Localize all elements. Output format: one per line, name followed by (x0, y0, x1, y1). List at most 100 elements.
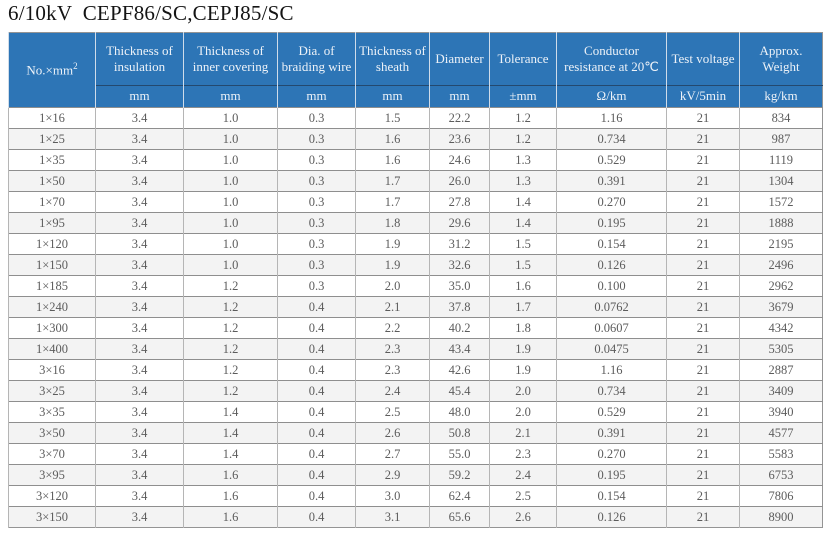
table-cell: 0.4 (277, 359, 356, 381)
table-row: 1×70 3.4 1.0 0.3 1.7 27.8 1.4 0.270 21 1572 (8, 191, 823, 213)
table-cell: 1×400 (8, 338, 96, 360)
table-cell: 2.4 (355, 380, 430, 402)
table-cell: 0.734 (556, 128, 667, 150)
table-cell: 21 (666, 212, 740, 234)
table-cell: 1.2 (183, 275, 278, 297)
table-row: 1×25 3.4 1.0 0.3 1.6 23.6 1.2 0.734 21 987 (8, 128, 823, 150)
header-cell-insulation: Thickness of insulation (95, 32, 184, 86)
table-cell: 21 (666, 296, 740, 318)
table-cell: 0.391 (556, 170, 667, 192)
table-cell: 1.4 (183, 422, 278, 444)
table-cell: 3.0 (355, 485, 430, 507)
table-cell: 3×70 (8, 443, 96, 465)
header-cell-test-voltage: Test voltage (666, 32, 740, 86)
table-cell: 1.9 (355, 233, 430, 255)
table-cell: 0.4 (277, 296, 356, 318)
table-cell: 21 (666, 485, 740, 507)
table-cell: 1×16 (8, 107, 96, 129)
table-cell: 0.270 (556, 191, 667, 213)
unit-cell-braiding-wire: mm (277, 85, 356, 108)
table-cell: 21 (666, 317, 740, 339)
table-cell: 21 (666, 443, 740, 465)
table-row: 1×95 3.4 1.0 0.3 1.8 29.6 1.4 0.195 21 1888 (8, 212, 823, 234)
table-cell: 2887 (739, 359, 823, 381)
table-cell: 1.0 (183, 233, 278, 255)
table-cell: 2.1 (489, 422, 557, 444)
table-cell: 3.4 (95, 149, 184, 171)
table-cell: 29.6 (429, 212, 490, 234)
table-header: No.×mm2 Thickness of insulation Thicknes… (8, 32, 823, 108)
header-cell-tolerance: Tolerance (489, 32, 557, 86)
header-cell-inner-covering: Thickness of inner covering (183, 32, 278, 86)
table-row: 1×120 3.4 1.0 0.3 1.9 31.2 1.5 0.154 21 2195 (8, 233, 823, 255)
table-cell: 1.6 (183, 506, 278, 528)
table-cell: 2.7 (355, 443, 430, 465)
table-cell: 1.9 (489, 359, 557, 381)
table-cell: 21 (666, 401, 740, 423)
table-cell: 1.5 (355, 107, 430, 129)
page-title: 6/10kV CEPF86/SC,CEPJ85/SC (8, 1, 294, 25)
table-cell: 0.4 (277, 464, 356, 486)
header-size-sup: 2 (73, 61, 78, 72)
table-cell: 834 (739, 107, 823, 129)
table-cell: 21 (666, 380, 740, 402)
table-cell: 21 (666, 191, 740, 213)
table-cell: 2.4 (489, 464, 557, 486)
table-cell: 2.0 (489, 380, 557, 402)
table-cell: 1.6 (355, 149, 430, 171)
table-cell: 3.4 (95, 254, 184, 276)
table-cell: 0.195 (556, 212, 667, 234)
table-cell: 1×70 (8, 191, 96, 213)
table-cell: 0.3 (277, 275, 356, 297)
header-size-label: No.×mm (26, 62, 74, 78)
table-cell: 1.7 (489, 296, 557, 318)
table-cell: 59.2 (429, 464, 490, 486)
table-row: 3×150 3.4 1.6 0.4 3.1 65.6 2.6 0.126 21 8900 (8, 506, 823, 528)
table-cell: 32.6 (429, 254, 490, 276)
table-cell: 4577 (739, 422, 823, 444)
table-cell: 3.4 (95, 401, 184, 423)
header-cell-braiding-wire: Dia. of braiding wire (277, 32, 356, 86)
table-cell: 50.8 (429, 422, 490, 444)
table-cell: 1.16 (556, 359, 667, 381)
unit-cell-weight: kg/km (739, 85, 823, 108)
table-cell: 0.4 (277, 317, 356, 339)
table-row: 3×25 3.4 1.2 0.4 2.4 45.4 2.0 0.734 21 3409 (8, 380, 823, 402)
unit-cell-inner-covering: mm (183, 85, 278, 108)
table-cell: 0.3 (277, 191, 356, 213)
table-cell: 48.0 (429, 401, 490, 423)
table-cell: 1.5 (489, 233, 557, 255)
table-cell: 3.4 (95, 296, 184, 318)
table-cell: 2.6 (489, 506, 557, 528)
table-cell: 3×120 (8, 485, 96, 507)
header-cell-size: No.×mm2 (8, 32, 96, 108)
table-cell: 2.2 (355, 317, 430, 339)
table-cell: 1.2 (183, 317, 278, 339)
table-row: 1×35 3.4 1.0 0.3 1.6 24.6 1.3 0.529 21 1119 (8, 149, 823, 171)
table-cell: 1.5 (489, 254, 557, 276)
table-cell: 0.529 (556, 401, 667, 423)
table-cell: 1.9 (355, 254, 430, 276)
table-cell: 0.154 (556, 233, 667, 255)
table-cell: 2.3 (355, 338, 430, 360)
table-cell: 27.8 (429, 191, 490, 213)
unit-cell-sheath: mm (355, 85, 430, 108)
table-cell: 8900 (739, 506, 823, 528)
table-cell: 0.4 (277, 422, 356, 444)
unit-cell-tolerance: ±mm (489, 85, 557, 108)
table-body: 1×16 3.4 1.0 0.3 1.5 22.2 1.2 1.16 21 834 1×25 3.4 1… (8, 107, 823, 528)
table-cell: 0.270 (556, 443, 667, 465)
table-cell: 3.4 (95, 107, 184, 129)
table-cell: 3.4 (95, 191, 184, 213)
table-cell: 0.3 (277, 254, 356, 276)
table-cell: 0.3 (277, 233, 356, 255)
table-cell: 3679 (739, 296, 823, 318)
table-cell: 1.16 (556, 107, 667, 129)
table-cell: 0.4 (277, 506, 356, 528)
table-cell: 0.3 (277, 212, 356, 234)
unit-cell-resistance: Ω/km (556, 85, 667, 108)
unit-cell-diameter: mm (429, 85, 490, 108)
table-cell: 3.4 (95, 128, 184, 150)
table-cell: 0.4 (277, 401, 356, 423)
table-cell: 21 (666, 275, 740, 297)
